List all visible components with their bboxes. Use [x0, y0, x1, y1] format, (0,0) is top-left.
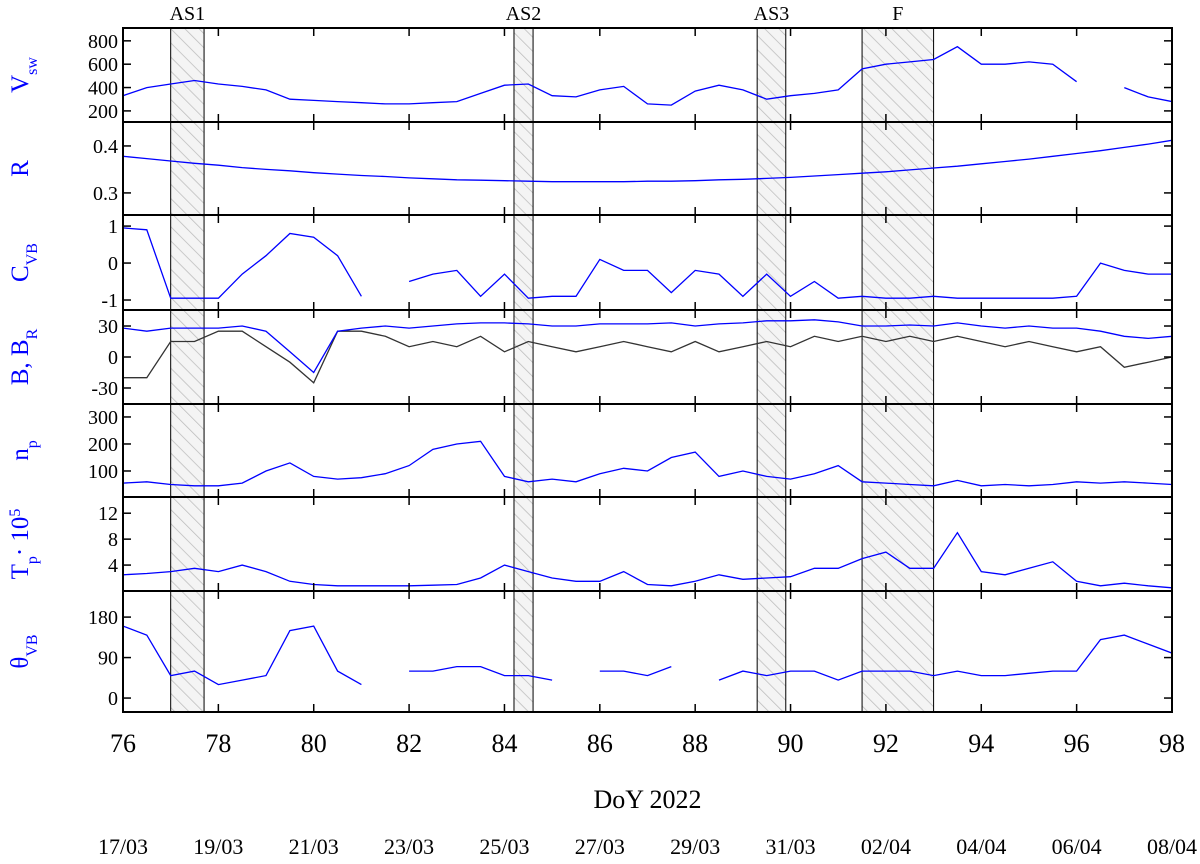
y-axis-label: np	[7, 440, 41, 461]
date-label: 08/04	[1147, 834, 1197, 859]
y-tick-label: 300	[88, 407, 118, 429]
y-tick-label: 180	[88, 607, 118, 629]
x-tick-label: 84	[491, 729, 517, 758]
panel	[123, 139, 1172, 183]
y-tick-label: 12	[98, 503, 118, 525]
y-axis-label-part: B, B	[7, 339, 34, 385]
interval	[513, 28, 534, 712]
panel	[123, 531, 1172, 589]
interval-label: AS2	[506, 3, 542, 25]
y-tick-label: 30	[98, 316, 118, 338]
x-tick-label: 92	[873, 729, 899, 758]
date-label: 23/03	[384, 834, 434, 859]
x-tick-label: 86	[587, 729, 613, 758]
panel-frame	[122, 590, 1173, 713]
date-label: 27/03	[575, 834, 625, 859]
y-axis-label: Vsw	[7, 57, 41, 93]
date-label: 06/04	[1052, 834, 1102, 859]
series-line	[123, 319, 1172, 374]
panel-frame	[122, 27, 1173, 123]
y-axis-label: θVB	[7, 634, 41, 668]
date-label: 25/03	[479, 834, 529, 859]
y-tick-label: -1	[101, 290, 118, 312]
series-line	[123, 330, 1172, 384]
y-axis-label-part: · 10	[7, 517, 34, 557]
x-tick-label: 80	[301, 729, 327, 758]
interval	[757, 28, 786, 712]
y-tick-label: 200	[88, 434, 118, 456]
interval-label: AS3	[754, 3, 790, 25]
y-tick-label: 600	[88, 54, 118, 76]
y-axis-label-part: C	[7, 265, 34, 282]
series-line	[123, 45, 1172, 106]
y-tick-label: 0.3	[93, 183, 118, 205]
x-tick-label: 90	[778, 729, 804, 758]
interval-label: AS1	[170, 3, 206, 25]
panel	[123, 319, 1172, 384]
x-tick-label: 94	[968, 729, 994, 758]
y-axis-label-part: R	[7, 160, 34, 177]
date-label: 17/03	[98, 834, 148, 859]
y-axis-label: R	[7, 160, 34, 177]
x-axis-label: DoY 2022	[593, 785, 701, 814]
panel-frame	[122, 121, 1173, 216]
y-axis-label-part: θ	[7, 657, 34, 669]
panel	[123, 625, 1172, 686]
y-tick-label: 400	[88, 78, 118, 100]
y-axis-label-part: n	[7, 448, 34, 461]
date-label: 21/03	[289, 834, 339, 859]
y-axis-label-part: V	[7, 75, 34, 93]
y-tick-label: 90	[98, 648, 118, 670]
y-axis-label-part: R	[24, 328, 41, 339]
interval	[170, 28, 205, 712]
y-axis-label: CVB	[7, 243, 41, 282]
y-axis-label-part: p	[24, 556, 41, 564]
x-tick-label: 76	[110, 729, 136, 758]
date-label: 29/03	[670, 834, 720, 859]
y-tick-label: 200	[88, 101, 118, 123]
panel	[123, 45, 1172, 106]
panel-frame	[122, 403, 1173, 498]
y-tick-label: 0	[108, 253, 118, 275]
series-line	[123, 625, 1172, 686]
date-label: 19/03	[193, 834, 243, 859]
date-label: 31/03	[765, 834, 815, 859]
y-tick-label: 0.4	[93, 136, 118, 158]
x-tick-label: 98	[1159, 729, 1185, 758]
y-axis-label-part: T	[7, 564, 34, 579]
x-tick-label: 82	[396, 729, 422, 758]
y-axis-label-part: 5	[7, 509, 24, 517]
y-tick-label: 1	[108, 216, 118, 238]
y-axis-label: B, BR	[7, 328, 41, 385]
y-axis-label-part: p	[24, 440, 41, 448]
panel-frame	[122, 214, 1173, 311]
date-label: 02/04	[861, 834, 911, 859]
interval	[862, 28, 934, 712]
series-line	[123, 227, 1172, 299]
y-tick-label: 8	[108, 529, 118, 551]
y-axis-label-part: sw	[24, 57, 41, 75]
date-label: 04/04	[956, 834, 1006, 859]
series-line	[123, 440, 1172, 487]
series-line	[123, 139, 1172, 183]
y-tick-label: 0	[108, 347, 118, 369]
y-axis-label: Tp· 105	[7, 509, 41, 580]
panel	[123, 227, 1172, 299]
x-tick-label: 96	[1064, 729, 1090, 758]
y-tick-label: 4	[108, 555, 118, 577]
y-axis-label-part: VB	[24, 243, 41, 265]
y-tick-label: 800	[88, 31, 118, 53]
panel	[123, 440, 1172, 487]
series-line	[123, 531, 1172, 589]
x-tick-label: 78	[205, 729, 231, 758]
x-tick-label: 88	[682, 729, 708, 758]
interval-label: F	[892, 3, 903, 25]
y-tick-label: 100	[88, 461, 118, 483]
y-axis-label-part: VB	[24, 634, 41, 656]
y-tick-label: 0	[108, 688, 118, 710]
y-tick-label: -30	[91, 378, 118, 400]
